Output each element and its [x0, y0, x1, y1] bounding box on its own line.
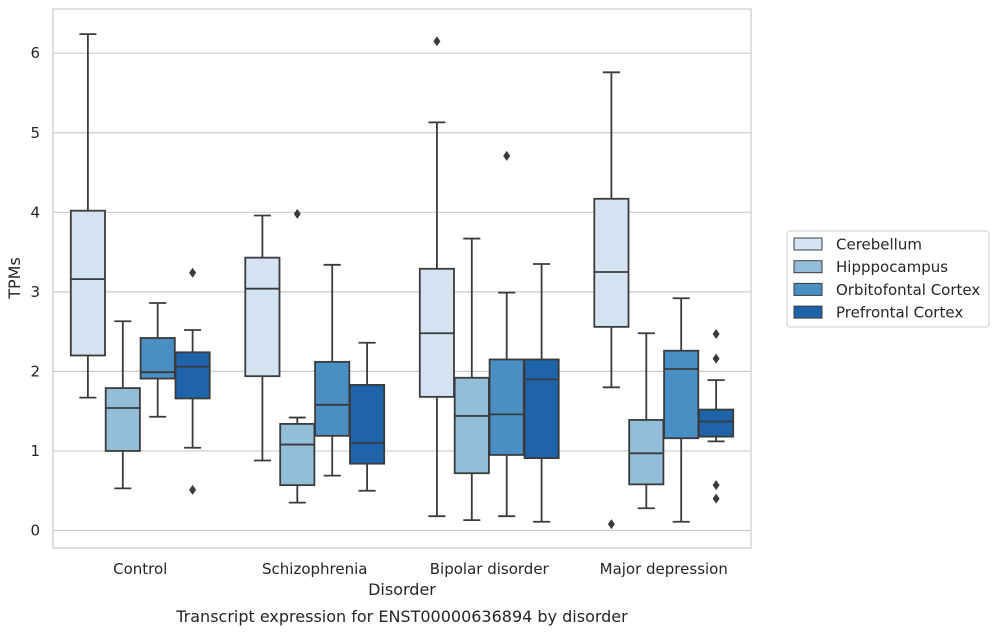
- y-tick-label: 5: [30, 124, 40, 142]
- y-tick-label: 4: [30, 203, 40, 221]
- box-group: [104, 320, 141, 490]
- box: [314, 360, 351, 437]
- box: [279, 423, 316, 487]
- legend-label: Prefrontal Cortex: [836, 304, 963, 322]
- box: [523, 358, 560, 460]
- outlier-point: [712, 480, 720, 491]
- y-axis-label: TPMs: [5, 257, 24, 300]
- outlier-point: [712, 493, 720, 504]
- box: [349, 384, 386, 465]
- box: [628, 419, 665, 486]
- box-group: [244, 214, 281, 462]
- x-tick-label: Major depression: [600, 560, 728, 578]
- outlier-point: [293, 208, 301, 219]
- box-group: [69, 33, 106, 399]
- box: [453, 376, 490, 475]
- outlier-point: [607, 519, 615, 530]
- box: [174, 351, 211, 400]
- box: [593, 197, 630, 328]
- outlier-point: [712, 353, 720, 364]
- box-group: [349, 341, 386, 492]
- legend-swatch: [793, 282, 823, 296]
- y-tick-label: 1: [30, 442, 40, 460]
- box-group: [418, 36, 455, 518]
- x-tick-label: Schizophrenia: [262, 560, 367, 578]
- box-group: [174, 267, 211, 495]
- outlier-point: [189, 484, 197, 495]
- y-tick-label: 6: [30, 44, 40, 62]
- legend-frame: [786, 230, 990, 328]
- y-tick-label: 2: [30, 362, 40, 380]
- legend-swatch: [793, 260, 823, 274]
- y-tick-label: 0: [30, 522, 40, 540]
- outlier-point: [712, 329, 720, 340]
- x-axis-label: Disorder: [368, 580, 436, 599]
- box-group: [663, 297, 700, 523]
- x-tick-label: Bipolar disorder: [430, 560, 550, 578]
- box-group: [314, 263, 351, 477]
- outlier-point: [433, 36, 441, 47]
- box-group: [593, 71, 630, 530]
- legend: Cerebellum Hipppocampus Orbitofontal Corte…: [786, 230, 990, 328]
- legend-items: Cerebellum Hipppocampus Orbitofontal Corte…: [793, 236, 980, 322]
- legend-label: Cerebellum: [836, 236, 922, 254]
- box: [663, 349, 700, 440]
- legend-swatch: [793, 237, 823, 251]
- x-tick-label: Control: [113, 560, 167, 578]
- box-group: [628, 332, 665, 510]
- x-tick-labels: Control Schizophrenia Bipolar disorder Majo…: [113, 560, 728, 578]
- y-tick-labels: 0 1 2 3 4 5 6: [30, 44, 40, 539]
- box: [488, 358, 525, 456]
- box-group: [279, 208, 316, 504]
- legend-label: Hipppocampus: [836, 258, 948, 276]
- box-groups: [69, 33, 735, 530]
- box-group: [453, 237, 490, 522]
- legend-swatch: [793, 305, 823, 319]
- y-tick-label: 3: [30, 283, 40, 301]
- legend-label: Orbitofontal Cortex: [836, 281, 980, 299]
- box: [104, 387, 141, 452]
- box: [69, 209, 106, 357]
- box-group: [523, 263, 560, 523]
- box-group: [698, 329, 735, 504]
- box: [698, 408, 735, 438]
- plot-frame: [52, 8, 752, 549]
- outlier-point: [503, 150, 511, 161]
- outlier-point: [189, 267, 197, 278]
- box: [244, 256, 281, 378]
- box-group: [139, 302, 176, 418]
- box-group: [488, 150, 525, 518]
- chart-caption: Transcript expression for ENST0000063689…: [175, 607, 628, 626]
